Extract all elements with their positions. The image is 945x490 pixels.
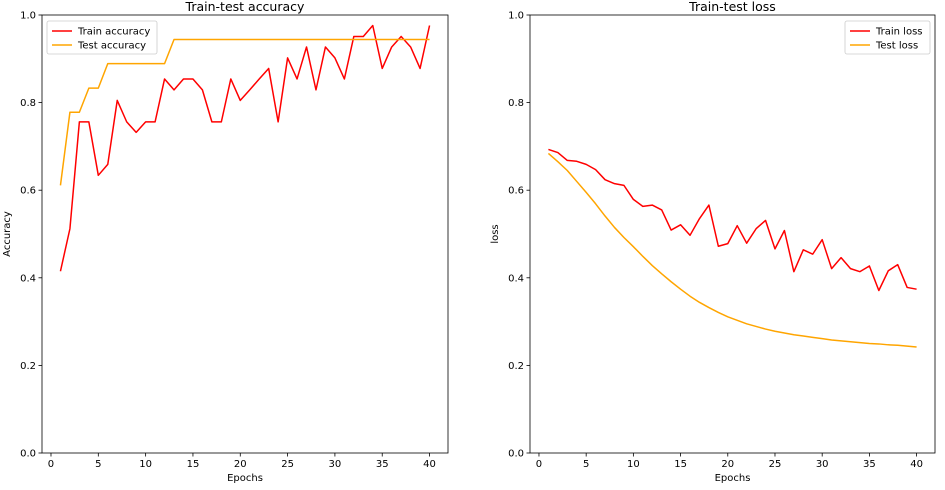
legend: Train loss Test loss	[844, 20, 931, 55]
chart-title: Train-test accuracy	[185, 0, 305, 14]
legend-entry: Train accuracy	[77, 27, 150, 38]
y-tick-label: 0.0	[20, 449, 36, 460]
x-tick-label: 0	[536, 459, 542, 470]
x-tick-label: 10	[627, 459, 640, 470]
x-tick-label: 15	[187, 459, 200, 470]
x-tick-label: 5	[583, 459, 589, 470]
y-tick-label: 0.2	[20, 361, 36, 372]
axes-frame	[529, 14, 936, 454]
legend-entry: Train loss	[875, 27, 923, 38]
series-line-2	[547, 152, 917, 348]
x-tick-label: 15	[674, 459, 687, 470]
legend: Train accuracy Test accuracy	[46, 20, 158, 55]
x-tick-label: 30	[329, 459, 342, 470]
chart-2: Train-test loss 0 5 10 15 20 25 30 35 40 0.0 0.2 0.4…	[490, 0, 936, 484]
y-axis-label: loss	[490, 224, 501, 243]
x-tick-label: 10	[139, 459, 152, 470]
legend-entry: Test loss	[875, 41, 918, 52]
y-tick-label: 0.0	[508, 449, 524, 460]
series-line-2	[59, 38, 430, 186]
x-tick-label: 25	[281, 459, 294, 470]
x-tick-label: 35	[863, 459, 876, 470]
x-tick-label: 20	[234, 459, 247, 470]
x-tick-label: 35	[376, 459, 389, 470]
y-tick-label: 0.6	[508, 186, 524, 197]
x-axis-label: Epochs	[715, 473, 751, 484]
y-tick-label: 0.4	[20, 273, 36, 284]
x-tick-label: 40	[910, 459, 923, 470]
x-tick-label: 30	[816, 459, 829, 470]
x-tick-label: 20	[721, 459, 734, 470]
y-tick-label: 0.2	[508, 361, 524, 372]
y-tick-label: 0.4	[508, 273, 524, 284]
y-tick-label: 1.0	[20, 11, 36, 22]
legend-box	[46, 20, 158, 55]
series-line-1	[59, 24, 431, 272]
x-tick-label: 40	[423, 459, 436, 470]
y-tick-label: 1.0	[508, 11, 524, 22]
x-tick-label: 5	[95, 459, 101, 470]
y-tick-label: 0.6	[20, 186, 36, 197]
y-tick-label: 0.8	[20, 98, 36, 109]
x-tick-label: 0	[48, 459, 54, 470]
y-axis-label: Accuracy	[2, 211, 13, 257]
legend-entry: Test accuracy	[77, 41, 146, 52]
x-tick-label: 25	[769, 459, 782, 470]
y-tick-label: 0.8	[508, 98, 524, 109]
series-line-1	[548, 148, 917, 292]
chart-title: Train-test loss	[688, 0, 776, 14]
x-axis-label: Epochs	[227, 473, 263, 484]
axes-frame	[41, 14, 449, 454]
chart-1: Train-test accuracy 0 5 10 15 20 25 30 35 40 0.0 0.…	[2, 0, 449, 484]
